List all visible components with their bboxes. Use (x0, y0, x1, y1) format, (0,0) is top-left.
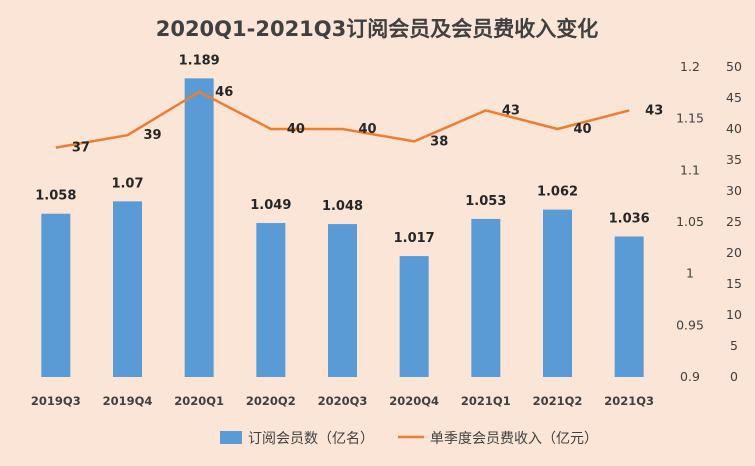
bar-value-label: 1.048 (322, 199, 363, 214)
line-value-label: 43 (645, 103, 663, 118)
right-tick-label: 15 (726, 276, 742, 291)
legend-bar-swatch (220, 431, 242, 444)
category-label: 2020Q1 (174, 394, 224, 408)
right-tick-label: 40 (726, 121, 742, 136)
legend-line-label: 单季度会员费收入（亿元） (430, 431, 598, 447)
line-value-label: 43 (502, 103, 520, 118)
line-value-label: 39 (144, 128, 162, 143)
bar (256, 223, 286, 377)
category-label: 2019Q3 (31, 394, 81, 408)
bar (328, 224, 357, 377)
right-tick-label: 5 (730, 338, 738, 353)
category-label: 2019Q4 (103, 394, 153, 408)
bar-value-label: 1.017 (394, 231, 435, 246)
bar-value-label: 1.062 (537, 185, 578, 200)
bar (543, 209, 572, 377)
category-label: 2020Q2 (246, 394, 296, 408)
bar (113, 201, 142, 377)
left-tick-label: 1.2 (680, 59, 700, 74)
category-label: 2020Q4 (389, 394, 439, 408)
left-tick-label: 1.05 (676, 214, 704, 229)
right-tick-label: 20 (726, 245, 742, 260)
bar (614, 236, 644, 377)
x-axis: 2019Q3 2019Q4 2020Q1 2020Q2 2020Q3 2020Q4 2021… (31, 394, 654, 408)
line-value-label: 40 (287, 122, 305, 137)
bar-value-label: 1.189 (179, 53, 220, 68)
line-series (55, 90, 630, 149)
line-value-label: 37 (72, 141, 90, 156)
line-value-label: 38 (430, 134, 448, 149)
right-tick-label: 45 (726, 90, 742, 105)
bar-value-label: 1.058 (35, 189, 76, 204)
category-label: 2021Q1 (461, 394, 511, 408)
left-tick-label: 0.95 (676, 317, 704, 332)
bar-series (41, 78, 644, 377)
right-tick-label: 30 (726, 183, 742, 198)
bar (471, 218, 501, 377)
left-tick-label: 1 (686, 266, 694, 281)
line-path (55, 90, 630, 149)
legend: 订阅会员数（亿名） 单季度会员费收入（亿元） (220, 431, 598, 447)
category-label: 2020Q3 (318, 394, 368, 408)
right-tick-label: 25 (726, 214, 742, 229)
bar (41, 213, 71, 377)
legend-bar-label: 订阅会员数（亿名） (248, 431, 374, 447)
right-tick-label: 10 (726, 307, 742, 322)
right-axis: 0 5 10 15 20 25 30 35 40 45 50 (726, 59, 742, 384)
left-tick-label: 1.1 (680, 162, 700, 177)
bar (184, 78, 214, 377)
bar-value-label: 1.036 (609, 211, 650, 226)
data-labels: 1.058 1.07 1.189 1.049 1.048 1.017 1.053 1.062 1… (35, 53, 663, 246)
left-axis: 0.9 0.95 1 1.05 1.1 1.15 1.2 (676, 59, 704, 384)
line-value-label: 46 (215, 85, 233, 100)
line-value-label: 40 (359, 122, 377, 137)
right-tick-label: 50 (726, 59, 742, 74)
right-tick-label: 0 (730, 369, 738, 384)
right-tick-label: 35 (726, 152, 742, 167)
left-tick-label: 0.9 (680, 369, 700, 384)
bar-value-label: 1.053 (465, 194, 506, 209)
line-value-label: 40 (574, 122, 592, 137)
category-label: 2021Q2 (533, 394, 583, 408)
chart-title: 2020Q1-2021Q3订阅会员及会员费收入变化 (156, 17, 599, 41)
bar (399, 256, 429, 377)
category-label: 2021Q3 (604, 394, 654, 408)
left-tick-label: 1.15 (676, 111, 704, 126)
bar-value-label: 1.049 (250, 198, 291, 213)
bar-value-label: 1.07 (111, 176, 143, 191)
